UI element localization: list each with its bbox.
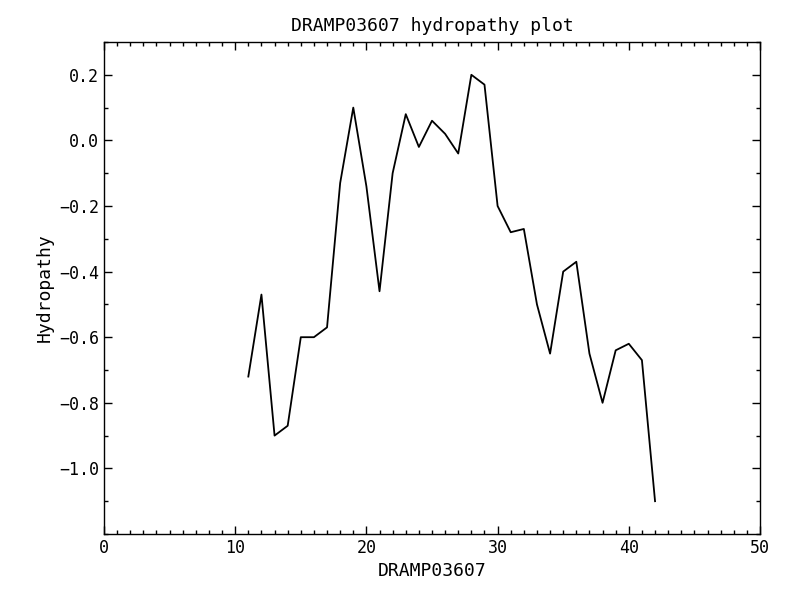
X-axis label: DRAMP03607: DRAMP03607 bbox=[378, 562, 486, 580]
Title: DRAMP03607 hydropathy plot: DRAMP03607 hydropathy plot bbox=[290, 17, 574, 35]
Y-axis label: Hydropathy: Hydropathy bbox=[35, 233, 54, 343]
